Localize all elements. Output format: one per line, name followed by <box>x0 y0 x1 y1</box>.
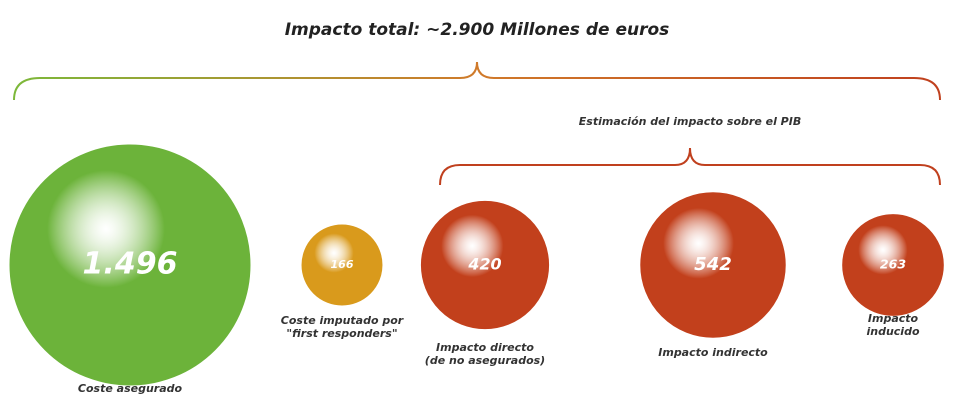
category-label: Coste asegurado <box>77 382 183 395</box>
annotation: Estimación del impacto sobre el PIB <box>579 115 801 128</box>
value-label: 166 <box>331 258 354 271</box>
value-label: 420 <box>467 255 501 274</box>
value-label: 1.496 <box>83 247 178 282</box>
chart-title: Impacto total: ~2.900 Millones de euros <box>285 20 670 40</box>
bubble <box>420 200 550 330</box>
category-label: Coste imputado por "first responders" <box>280 314 404 340</box>
bubble <box>640 192 786 338</box>
bubble <box>9 144 251 386</box>
category-label: Impacto directo (de no asegurados) <box>424 341 546 367</box>
category-label: Impacto inducido <box>866 312 920 338</box>
category-label: Impacto indirecto <box>658 346 768 359</box>
bubble <box>842 214 944 316</box>
value-label: 542 <box>694 254 732 275</box>
value-label: 263 <box>880 257 906 272</box>
bubble <box>301 224 383 306</box>
total-bracket <box>13 61 941 101</box>
pib-bracket <box>439 147 941 186</box>
